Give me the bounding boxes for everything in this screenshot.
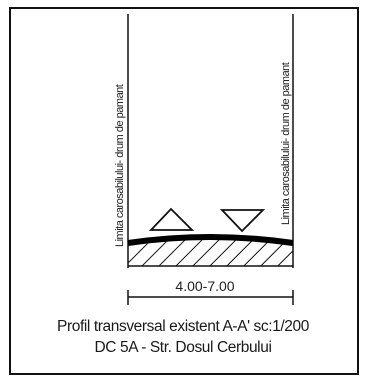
width-dimension-label: 4.00-7.00 — [175, 278, 235, 294]
triangle-down-icon — [219, 209, 266, 233]
road-name-caption: DC 5A - Str. Dosul Cerbului — [94, 339, 272, 356]
profile-caption: Profil transversal existent A-A' sc:1/20… — [57, 318, 309, 335]
left-boundary-label: Limita carosabilului- drum de pamant — [114, 84, 126, 247]
triangle-up-icon — [148, 207, 195, 231]
drawing-frame — [9, 7, 359, 375]
road-surface — [127, 234, 294, 246]
right-boundary-label: Limita carosabilului- drum de pamant — [280, 62, 292, 225]
ground-hatch — [128, 238, 293, 266]
